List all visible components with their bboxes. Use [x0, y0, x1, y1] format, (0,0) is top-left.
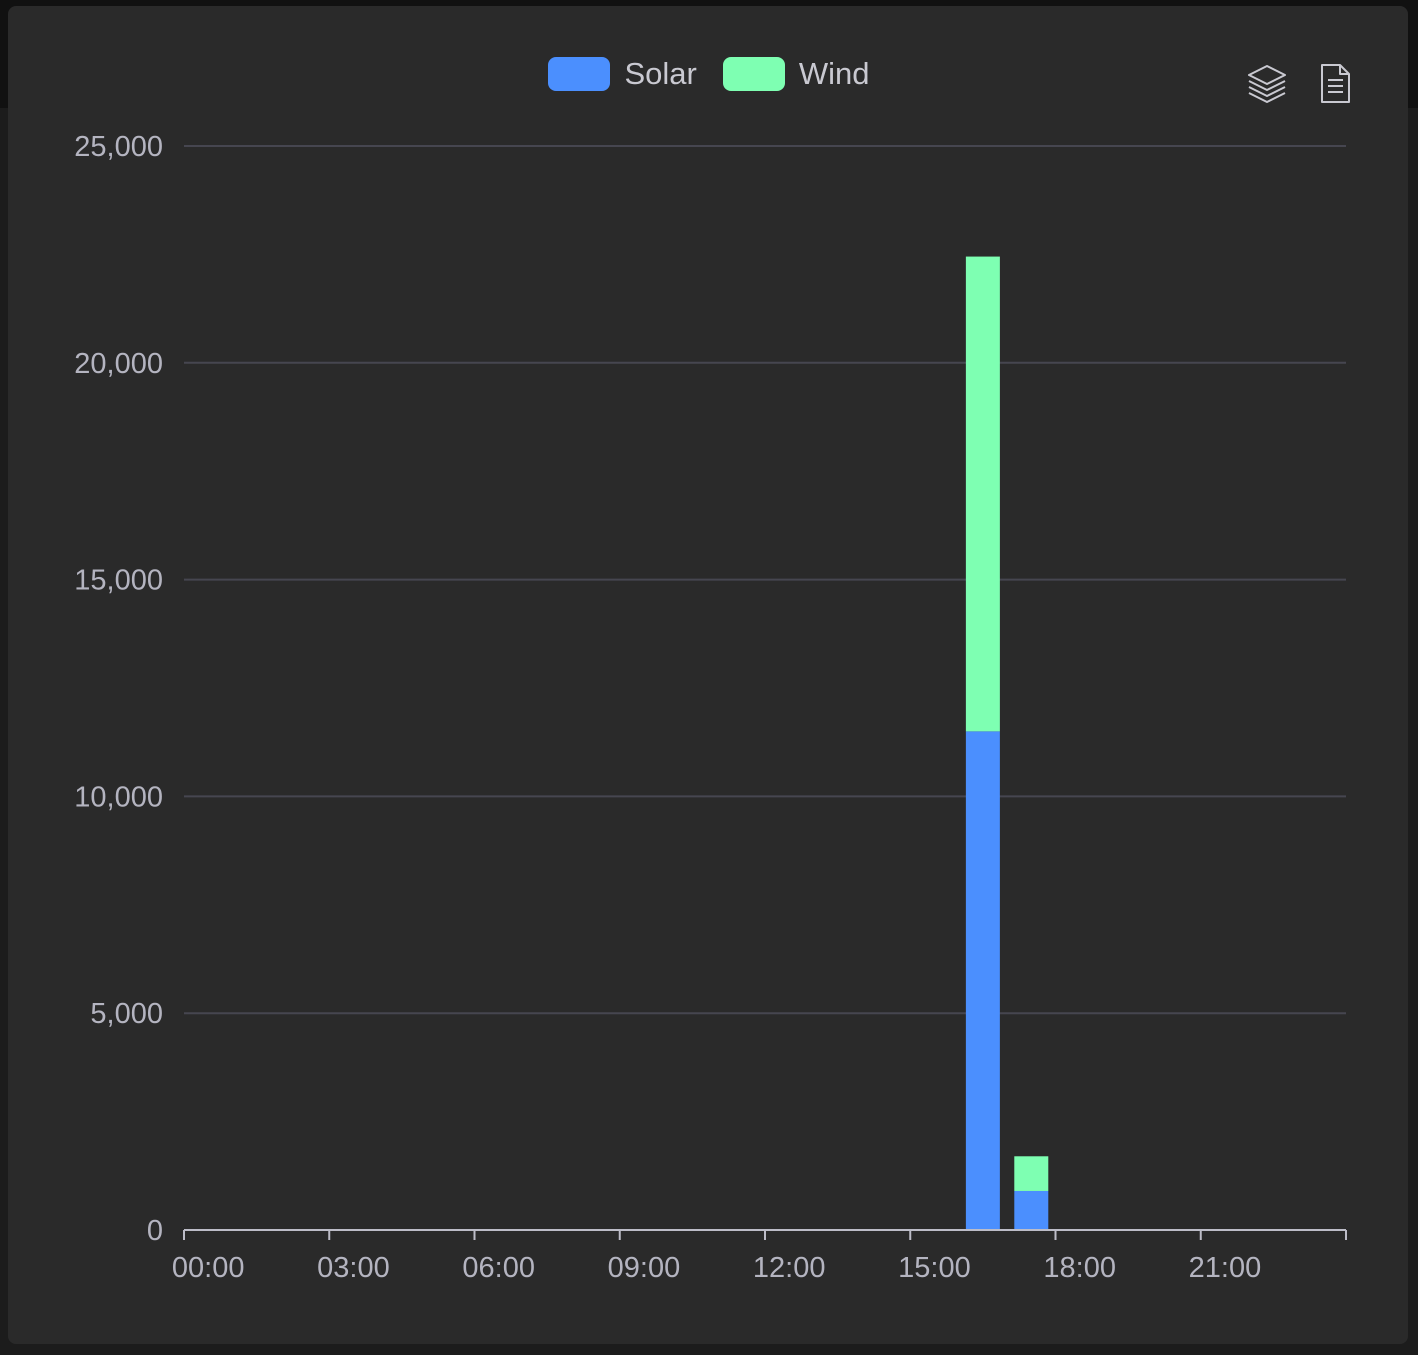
bar-wind-1600[interactable]: [965, 256, 1000, 732]
chart-panel: [8, 6, 1408, 1344]
bar-solar-1700[interactable]: [1014, 1190, 1049, 1230]
legend-swatch-solar: [548, 57, 611, 91]
y-axis-labels: 0 5,000 10,000 15,000 20,000 25,000: [74, 131, 163, 1247]
legend-label-solar: Solar: [624, 56, 697, 91]
legend: Solar Wind: [0, 56, 1418, 92]
bar-wind-1700[interactable]: [1014, 1156, 1049, 1191]
y-tick-label: 20,000: [74, 348, 163, 380]
y-tick-label: 15,000: [74, 565, 163, 597]
y-tick-label: 0: [147, 1215, 163, 1247]
y-tick-label: 5,000: [90, 998, 163, 1030]
x-tick-label: 15:00: [898, 1252, 971, 1284]
stack-icon[interactable]: [1246, 62, 1288, 104]
x-tick-label: 09:00: [608, 1252, 681, 1284]
x-tick-label: 21:00: [1189, 1252, 1262, 1284]
y-tick-label: 10,000: [74, 781, 163, 813]
bar-solar-1600[interactable]: [965, 731, 1000, 1230]
x-tick-label: 00:00: [172, 1252, 245, 1284]
data-view-icon[interactable]: [1314, 62, 1356, 104]
y-tick-label: 25,000: [74, 131, 163, 163]
legend-swatch-wind: [722, 57, 785, 91]
x-tick-label: 18:00: [1043, 1252, 1116, 1284]
legend-item-solar[interactable]: Solar: [548, 56, 697, 92]
x-tick-label: 06:00: [462, 1252, 535, 1284]
x-tick-label: 12:00: [753, 1252, 826, 1284]
axes: [183, 1229, 1347, 1240]
x-axis-labels: 00:00 03:00 06:00 09:00 12:00 15:00 18:00 21:00: [172, 1252, 1261, 1284]
grid-lines: [184, 145, 1346, 1015]
x-tick-label: 03:00: [317, 1252, 390, 1284]
legend-item-wind[interactable]: Wind: [722, 56, 870, 92]
toolbox: [1246, 62, 1356, 104]
bars: [965, 256, 1049, 1230]
legend-label-wind: Wind: [798, 56, 870, 91]
